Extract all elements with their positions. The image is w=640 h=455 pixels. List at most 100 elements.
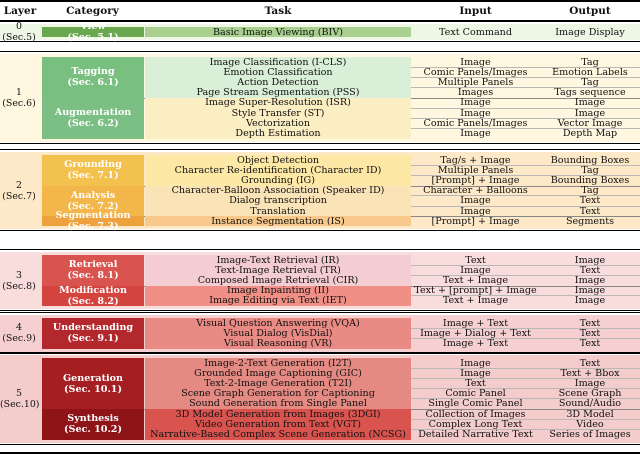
task-cell: Text-2-Image Generation (T2I)	[204, 377, 352, 389]
category-name: View	[80, 21, 106, 33]
output-cell: Text + Bbox	[560, 367, 620, 379]
category-cell: Retrieval (Sec. 8.1)	[42, 255, 144, 286]
input-cell: Character + Balloons	[423, 185, 528, 197]
layer-number: 1	[16, 86, 22, 98]
task-cell: Text-Image Retrieval (TR)	[215, 264, 341, 276]
task-cell: Basic Image Viewing (BIV)	[212, 26, 344, 38]
row-separator	[411, 418, 640, 420]
group-rule-bottom	[0, 310, 640, 311]
group-rule-bottom	[0, 230, 640, 232]
output-cell: Sound/Audio	[558, 398, 622, 410]
header-rule	[0, 20, 640, 21]
input-cell: Text	[465, 377, 486, 389]
output-cell: Tag	[581, 164, 599, 176]
row-separator	[411, 164, 640, 166]
task-cell: Page Stream Segmentation (PSS)	[196, 87, 360, 99]
header-task: Task	[264, 5, 292, 17]
input-cell: Multiple Panels	[437, 164, 514, 176]
category-cell: View (Sec. 5.1)	[42, 21, 144, 43]
category-section: (Sec. 7.3)	[67, 221, 119, 233]
input-cell: Comic Panels/Images	[423, 66, 528, 78]
row-separator	[411, 87, 640, 88]
task-cell: Dialog transcription	[229, 195, 327, 207]
bottom-rule	[0, 452, 640, 454]
task-cell: Image Classification (I-CLS)	[209, 56, 347, 68]
category-section: (Sec. 8.2)	[67, 295, 119, 307]
layer-label: 1 (Sec.6)	[0, 87, 38, 109]
category-section: (Sec. 6.2)	[67, 118, 119, 130]
input-cell: Text + [prompt] + Image	[414, 285, 537, 297]
input-cell: Image	[460, 367, 491, 379]
input-cell: Image + Dialog + Text	[420, 327, 531, 339]
task-band	[145, 97, 411, 139]
output-cell: Scene Graph	[558, 388, 622, 400]
task-cell: Image Inpainting (II)	[227, 285, 329, 297]
input-cell: Image + Text	[442, 337, 509, 349]
category-section: (Sec. 10.2)	[64, 424, 122, 436]
output-cell: Image Display	[555, 26, 625, 38]
input-cell: Text + Image	[442, 274, 509, 286]
row-separator	[411, 195, 640, 196]
output-cell: Series of Images	[549, 428, 631, 440]
category-cell: Segmentation (Sec. 7.3)	[42, 210, 144, 232]
category-section: (Sec. 9.1)	[67, 333, 119, 345]
group-rule-top	[0, 312, 640, 313]
task-cell: Sound Generation from Single Panel	[189, 398, 367, 410]
category-cell: Analysis (Sec. 7.2)	[42, 185, 144, 217]
category-name: Understanding	[52, 322, 134, 334]
task-cell: Visual Question Answering (VQA)	[196, 317, 360, 329]
task-band	[145, 409, 411, 440]
task-cell: Style Transfer (ST)	[231, 107, 325, 119]
row-separator	[411, 295, 640, 296]
row-separator	[411, 127, 640, 129]
input-cell: Text	[465, 254, 486, 266]
task-band	[145, 255, 411, 286]
row-separator	[411, 174, 640, 176]
output-cell: Text	[579, 317, 601, 329]
output-cell: Image	[574, 295, 606, 307]
row-separator	[411, 76, 640, 78]
output-cell: Text	[579, 264, 601, 276]
task-cell: Action Detection	[237, 76, 319, 88]
layer-number: 5	[16, 387, 22, 399]
task-band	[145, 27, 411, 38]
layer-number: 3	[16, 269, 22, 281]
category-cell: Synthesis (Sec. 10.2)	[42, 409, 144, 440]
input-cell: Multiple Panels	[437, 76, 514, 88]
category-cell: Tagging (Sec. 6.1)	[42, 57, 144, 98]
task-band	[145, 185, 411, 217]
row-separator	[411, 428, 640, 430]
task-cell: Translation	[250, 205, 306, 217]
layer-section: (Sec.5)	[2, 32, 36, 44]
group-rule-bottom	[0, 352, 640, 354]
row-separator	[411, 327, 640, 329]
input-cell: Comic Panel	[445, 388, 506, 400]
task-cell: Scene Graph Generation for Captioning	[181, 388, 375, 400]
row-separator	[411, 377, 640, 379]
header-category: Category	[66, 5, 119, 17]
input-cell: [Prompt] + Image	[431, 215, 520, 227]
output-cell: Image	[574, 97, 606, 109]
input-cell: Image	[460, 97, 491, 109]
task-cell: Image-Text Retrieval (IR)	[216, 254, 340, 266]
category-name: Segmentation	[55, 210, 131, 222]
input-cell: [Prompt] + Image	[431, 174, 520, 186]
category-cell: Augmentation (Sec. 6.2)	[42, 97, 144, 139]
output-cell: Image	[574, 254, 606, 266]
output-cell: Text	[579, 337, 601, 349]
task-cell: Video Generation from Text (VGT)	[194, 418, 362, 430]
task-cell: Character Re-identification (Character I…	[174, 164, 382, 176]
input-cell: Image + Text	[442, 317, 509, 329]
task-cell: Image Editing via Text (IET)	[209, 295, 347, 307]
category-cell: Modification (Sec. 8.2)	[42, 285, 144, 307]
task-cell: Object Detection	[236, 154, 320, 166]
task-cell: Composed Image Retrieval (CIR)	[197, 274, 359, 286]
input-cell: Image	[460, 56, 491, 68]
layer-label: 4 (Sec.9)	[0, 322, 38, 344]
row-separator	[411, 107, 640, 109]
output-cell: Image	[574, 285, 606, 297]
task-cell: Image Super-Resolution (ISR)	[205, 97, 351, 109]
output-cell: Image	[574, 107, 606, 119]
input-cell: Collection of Images	[425, 408, 526, 420]
